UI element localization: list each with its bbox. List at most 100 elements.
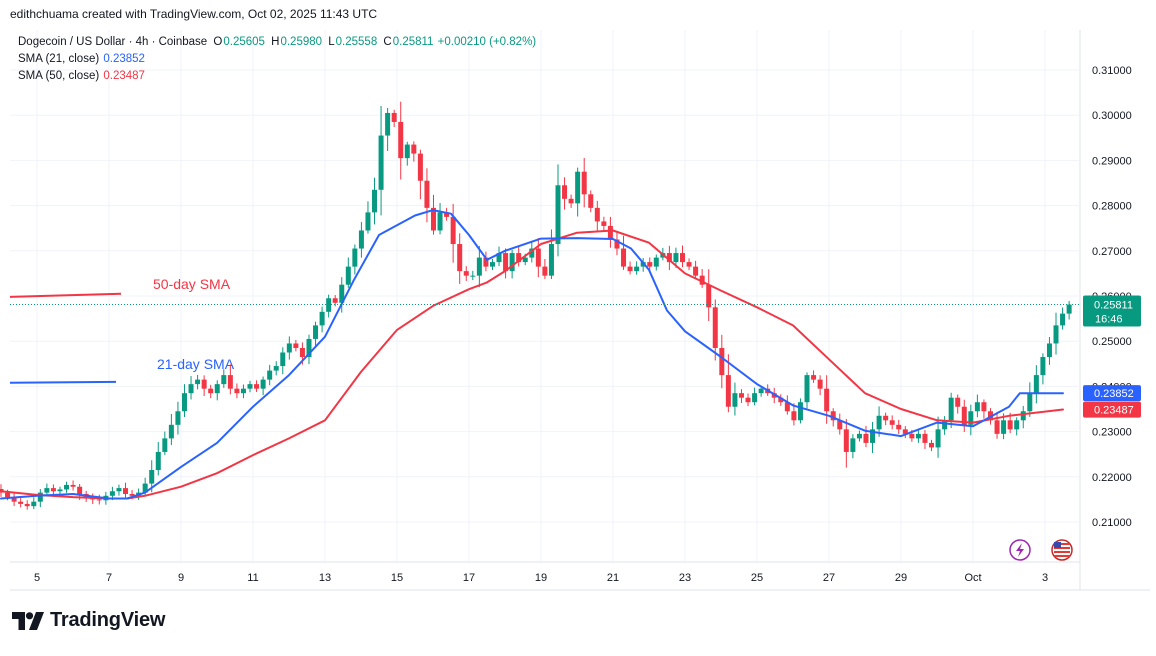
candle-down <box>784 402 790 412</box>
current-price-tag <box>1083 295 1141 327</box>
x-tick-label: 23 <box>679 572 691 584</box>
candle-down <box>208 388 214 394</box>
candles-group <box>0 101 1072 510</box>
candle-up <box>935 429 941 448</box>
candle-up <box>365 212 371 231</box>
candle-down <box>254 384 260 389</box>
candle-down <box>837 420 843 430</box>
candle-up <box>470 275 476 277</box>
sma21-price-tag <box>1083 385 1141 402</box>
candle-down <box>234 388 240 394</box>
candle-down <box>909 433 915 439</box>
lightning-icon[interactable] <box>1009 539 1031 561</box>
chart-credit: edithchuama created with TradingView.com… <box>10 7 378 21</box>
x-tick-label: 5 <box>34 572 40 584</box>
sma21-tag-value: 0.23852 <box>1094 388 1134 400</box>
candle-down <box>50 488 56 492</box>
sma50-row[interactable]: SMA (50, close) 0.23487 <box>18 68 536 85</box>
candle-up <box>870 429 876 443</box>
candle-up <box>267 370 273 380</box>
candle-up <box>1040 357 1046 376</box>
candle-down <box>994 420 1000 434</box>
candle-up <box>876 415 882 430</box>
candle-up <box>345 266 351 285</box>
candle-up <box>214 384 220 394</box>
candle-up <box>476 257 482 276</box>
open-value: 0.25605 <box>223 36 265 48</box>
candle-up <box>575 171 581 204</box>
candle-down <box>889 420 895 425</box>
sma50-label: SMA (50, close) <box>18 70 100 82</box>
x-tick-label: 9 <box>178 572 184 584</box>
candle-down <box>77 486 83 494</box>
candle-down <box>745 397 751 403</box>
x-tick-label: 29 <box>895 572 907 584</box>
candle-up <box>948 397 954 421</box>
candle-down <box>883 415 889 421</box>
candle-up <box>489 262 495 267</box>
candle-down <box>5 492 11 498</box>
candle-up <box>850 438 856 452</box>
candle-down <box>863 433 869 443</box>
sma21-row[interactable]: SMA (21, close) 0.23852 <box>18 51 536 68</box>
candle-up <box>280 352 286 367</box>
candle-up <box>162 438 168 452</box>
candle-down <box>824 388 830 412</box>
candle-down <box>18 501 24 504</box>
candle-up <box>1001 420 1007 434</box>
close-key: C <box>383 36 392 48</box>
tradingview-logo-icon <box>12 611 44 630</box>
candle-down <box>450 216 456 245</box>
candle-down <box>227 375 233 389</box>
candle-down <box>627 266 633 272</box>
y-tick-label: 0.31000 <box>1092 65 1132 77</box>
candle-down <box>896 424 902 430</box>
candle-down <box>594 207 600 222</box>
sma50-tag-value: 0.23487 <box>1094 405 1134 417</box>
y-tick-label: 0.22000 <box>1092 472 1132 484</box>
candle-down <box>398 121 404 159</box>
candle-down <box>843 429 849 452</box>
tradingview-brand[interactable]: TradingView <box>12 609 165 632</box>
candle-up <box>195 379 201 385</box>
x-tick-label: 27 <box>823 572 835 584</box>
sma21-label: SMA (21, close) <box>18 53 100 65</box>
candle-down <box>411 144 417 154</box>
candle-down <box>201 379 207 389</box>
candle-down <box>699 275 705 285</box>
x-tick-label: 25 <box>751 572 763 584</box>
candle-down <box>417 153 423 181</box>
candle-down <box>666 253 672 263</box>
sma50-value: 0.23487 <box>103 70 145 82</box>
candle-down <box>123 488 129 494</box>
candle-down <box>706 284 712 308</box>
candle-up <box>260 379 266 389</box>
candle-up <box>142 483 148 493</box>
candle-down <box>293 343 299 348</box>
us-flag-icon[interactable] <box>1051 539 1073 561</box>
x-tick-label: 11 <box>247 572 258 584</box>
x-tick-label: Oct <box>964 572 981 584</box>
candle-up <box>273 366 279 371</box>
candle-down <box>712 307 718 348</box>
candle-up <box>1020 411 1026 421</box>
candle-up <box>358 230 364 249</box>
candle-down <box>457 244 463 272</box>
candle-up <box>64 484 70 490</box>
sma50-price-tag <box>1083 401 1141 418</box>
candle-up <box>653 257 659 267</box>
change-value: +0.00210 (+0.82%) <box>437 36 537 48</box>
candle-up <box>31 501 37 507</box>
candle-up <box>155 451 161 471</box>
current-price-value: 0.25811 <box>1094 300 1133 312</box>
candle-up <box>1027 393 1033 412</box>
candle-down <box>725 375 731 407</box>
low-value: 0.25558 <box>335 36 378 48</box>
symbol-title[interactable]: Dogecoin / US Dollar · 4h · Coinbase <box>18 36 208 48</box>
candle-down <box>922 433 928 443</box>
y-tick-label: 0.23000 <box>1092 427 1132 439</box>
candle-up <box>942 420 948 430</box>
candle-down <box>516 253 522 263</box>
